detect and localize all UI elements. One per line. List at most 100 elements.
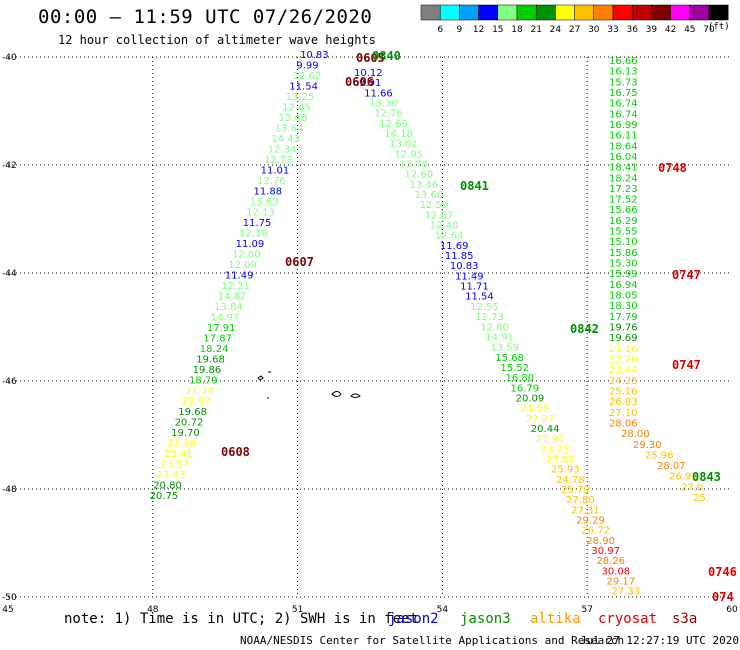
lat-lon-grid: [8, 56, 732, 598]
pass-time-label: 0840: [372, 49, 401, 63]
wave-height-label: 29.29: [576, 516, 605, 527]
wave-height-label: 10.83: [300, 50, 329, 61]
wave-height-label: 15.86: [609, 248, 638, 259]
wave-height-label: 19.68: [178, 407, 207, 418]
wave-height-label: 25.79: [561, 485, 590, 496]
wave-height-label: 17.52: [609, 195, 638, 206]
wave-height-label: 22.97: [182, 397, 211, 408]
legend-swatch: [420, 4, 441, 21]
satellite-label-s3a: s3a: [672, 611, 698, 627]
footer-credit: NOAA/NESDIS Center for Satellite Applica…: [240, 634, 625, 647]
wave-height-label: 16.80: [506, 373, 535, 384]
wave-height-label: 22.27: [526, 414, 555, 425]
wave-height-label: 21.55: [521, 404, 550, 415]
wave-height-label: 25.93: [551, 465, 580, 476]
wave-height-label: 15.52: [500, 363, 529, 374]
wave-height-label: 25.96: [645, 450, 674, 461]
page-subtitle: 12 hour collection of altimeter wave hei…: [58, 33, 376, 47]
wave-height-label: 18.79: [189, 376, 218, 387]
legend-swatch: [535, 4, 556, 21]
wave-height-label: 11.54: [465, 292, 494, 303]
legend-label: 9: [457, 25, 463, 35]
pass-time-label: 0607: [285, 255, 314, 269]
wave-height-label: 19.86: [193, 365, 222, 376]
wave-height-label: 24.25: [609, 376, 638, 387]
wave-height-label: 12.64: [435, 231, 464, 242]
wave-height-label: 11.71: [460, 282, 489, 293]
legend-swatch: [516, 4, 537, 21]
pass-time-label: 0748: [658, 161, 687, 175]
wave-height-label: 11.54: [289, 82, 318, 93]
legend-swatch: [459, 4, 479, 21]
wave-height-label: 18.24: [200, 344, 229, 355]
wave-height-label: 23.25: [541, 444, 570, 455]
pass-time-label: 0606: [345, 75, 374, 89]
y-tick-label: -40: [2, 53, 17, 63]
pass-time-label: 0841: [460, 179, 489, 193]
pass-time-label: 0608: [221, 445, 250, 459]
wave-height-label: 30.08: [602, 566, 631, 577]
legend-swatch: [651, 4, 671, 21]
wave-height-label: 15.10: [609, 237, 638, 248]
wave-height-label: 22.38: [168, 439, 197, 450]
wave-height-label: 12.59: [420, 200, 449, 211]
footer-note: note: 1) Time is in UTC; 2) SWH is in fe…: [64, 611, 419, 627]
y-tick-label: -42: [2, 161, 17, 171]
wave-height-label: 18.05: [609, 291, 638, 302]
wave-height-label: 20.75: [150, 491, 179, 502]
wave-height-label: 26.72: [581, 526, 610, 537]
legend-label: 36: [626, 25, 638, 35]
wave-height-label: 17.23: [609, 184, 638, 195]
wave-height-label: 12.73: [475, 312, 504, 323]
wave-height-label: 29.17: [607, 577, 636, 588]
legend-swatch: [612, 4, 633, 21]
wave-height-label: 12.60: [405, 170, 434, 181]
wave-height-label: 27.80: [566, 495, 595, 506]
page-title: 00:00 – 11:59 UTC 07/26/2020: [38, 6, 373, 28]
wave-height-label: 28.07: [657, 461, 686, 472]
legend-label: 24: [550, 25, 562, 35]
wave-height-label: 13.30: [369, 99, 398, 110]
wave-height-label: 16.29: [609, 216, 638, 227]
wave-height-label: 10.12: [354, 68, 383, 79]
wave-height-label: 27.31: [571, 505, 600, 516]
wave-height-label: 23.44: [609, 365, 638, 376]
wave-height-label: 12.62: [293, 71, 322, 82]
wave-height-label: 17.87: [203, 334, 232, 345]
axis-tick-labels: 45 48 51 54 57 60 -40 -42 -44 -46 -48 -50: [2, 53, 738, 615]
legend-swatch: [555, 4, 575, 21]
wave-height-label: 16.79: [511, 383, 540, 394]
wave-height-label: 14.43: [271, 134, 300, 145]
wave-height-label: 15.66: [609, 205, 638, 216]
wave-height-label: 15.30: [609, 259, 638, 270]
wave-height-label: 15.99: [609, 269, 638, 280]
wave-height-label: 12.18: [239, 229, 268, 240]
wave-height-label: 21.92: [536, 434, 565, 445]
x-tick-label: 60: [726, 605, 738, 615]
wave-height-label: 11.66: [364, 88, 393, 99]
wave-height-label: 12.55: [470, 302, 499, 313]
wave-height-label: 16.74: [609, 99, 638, 110]
wave-height-label: 28.90: [586, 536, 615, 547]
wave-height-label: 29.30: [633, 440, 662, 451]
wave-height-label: 13.46: [410, 180, 439, 191]
wave-height-label: 14.18: [384, 129, 413, 140]
x-tick-label: 48: [147, 605, 159, 615]
footer-generated-date: Jul 27 12:27:19 UTC 2020: [580, 634, 739, 647]
wave-height-label: 23.57: [160, 460, 189, 471]
x-tick-label: 54: [437, 605, 449, 615]
wave-height-label: 16.99: [609, 120, 638, 131]
satellite-label-jason3: jason3: [460, 611, 511, 627]
wave-height-label: 11.49: [455, 271, 484, 282]
wave-height-label: 27.0: [681, 482, 703, 493]
wave-height-label: 20.09: [516, 393, 545, 404]
wave-height-values: 16.6616.1315.7316.7516.7416.7416.9916.11…: [150, 50, 709, 598]
pass-time-label: 0747: [672, 358, 701, 372]
wave-height-label: 16.13: [609, 67, 638, 78]
wave-height-label: 20.44: [531, 424, 560, 435]
wave-height-label: 25.16: [609, 387, 638, 398]
wave-height-label: 13.25: [286, 92, 315, 103]
wave-height-label: 20.80: [153, 481, 182, 492]
wave-height-label: 25.: [693, 493, 709, 504]
wave-height-label: 11.09: [236, 239, 265, 250]
